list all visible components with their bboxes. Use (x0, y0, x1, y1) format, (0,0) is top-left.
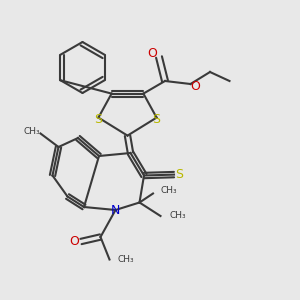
Text: CH₃: CH₃ (23, 128, 40, 136)
Text: S: S (153, 112, 160, 126)
Text: O: O (148, 47, 157, 61)
Text: N: N (111, 203, 120, 217)
Text: S: S (176, 168, 183, 181)
Text: CH₃: CH₃ (117, 255, 134, 264)
Text: S: S (94, 112, 102, 126)
Text: O: O (190, 80, 200, 93)
Text: CH₃: CH₃ (160, 186, 177, 195)
Text: O: O (70, 235, 79, 248)
Text: CH₃: CH₃ (169, 212, 186, 220)
